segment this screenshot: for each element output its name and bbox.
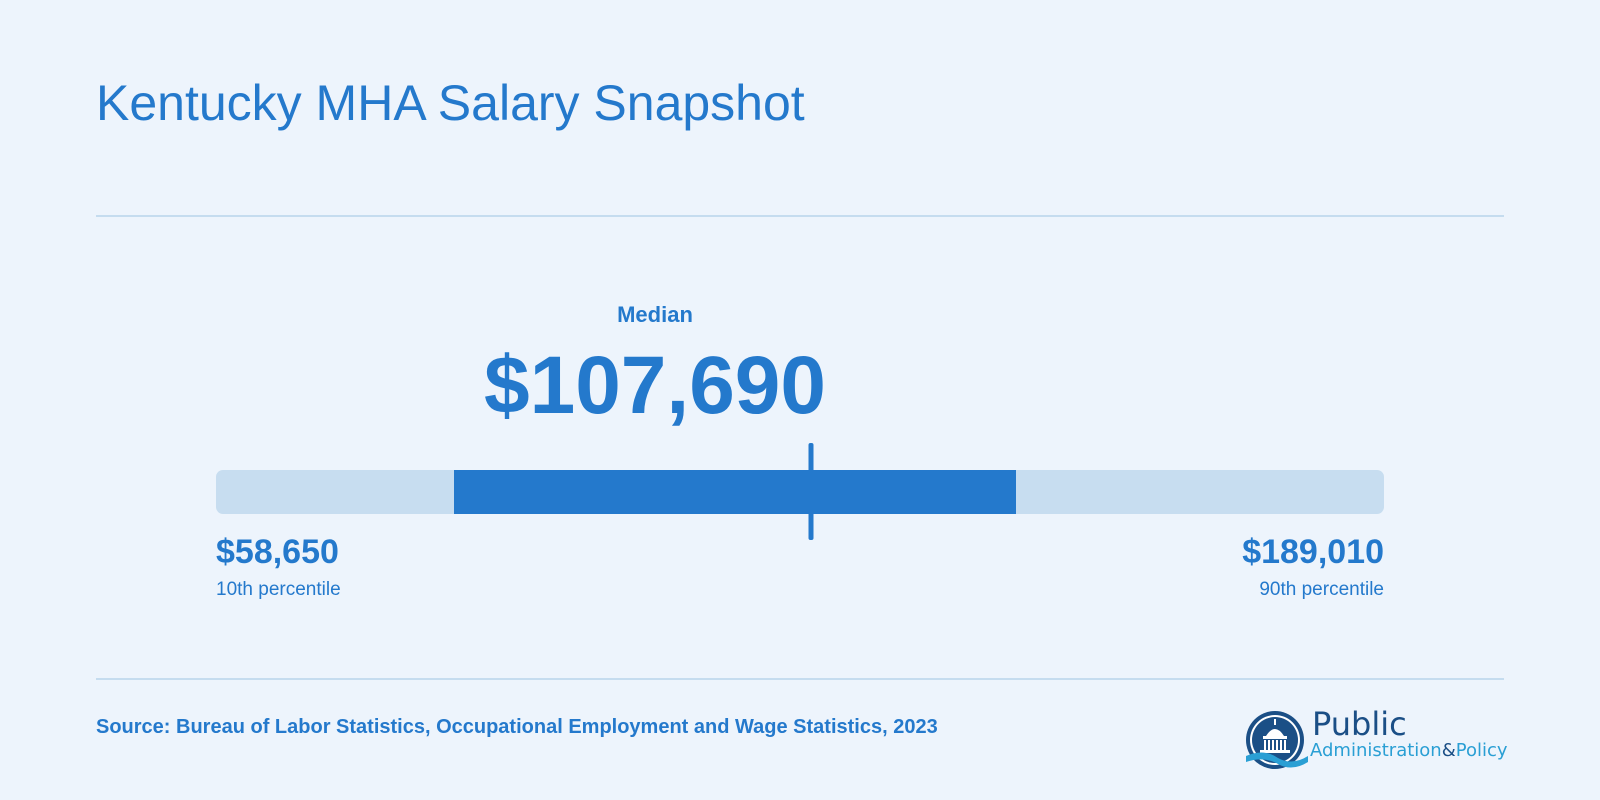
logo-ampersand: & <box>1441 740 1456 761</box>
source-note: Source: Bureau of Labor Statistics, Occu… <box>96 716 938 738</box>
logo-word-admin-policy: Administration&Policy <box>1310 742 1508 760</box>
bottom-divider <box>96 678 1504 680</box>
top-divider <box>96 215 1504 217</box>
capitol-dome-icon <box>1246 711 1308 769</box>
logo-word-public: Public <box>1312 705 1407 743</box>
salary-range-track <box>216 443 1384 540</box>
p10-value: $58,650 <box>216 533 339 571</box>
salary-range-bar <box>454 470 1016 514</box>
median-label: Median <box>617 302 693 327</box>
logo-word-administration: Administration <box>1310 740 1442 761</box>
logo: Public Administration&Policy <box>1244 705 1508 772</box>
p10-label: 10th percentile <box>216 579 341 600</box>
logo-word-policy: Policy <box>1455 740 1508 761</box>
median-marker <box>808 443 814 540</box>
p90-value: $189,010 <box>1242 533 1384 571</box>
median-value: $107,690 <box>483 340 827 431</box>
p90-label: 90th percentile <box>1259 579 1384 600</box>
page-title: Kentucky MHA Salary Snapshot <box>96 75 805 131</box>
